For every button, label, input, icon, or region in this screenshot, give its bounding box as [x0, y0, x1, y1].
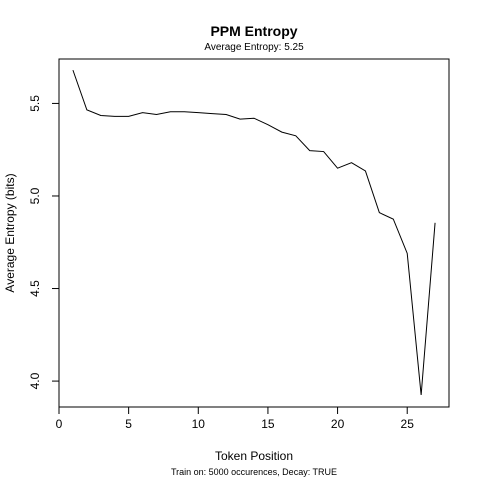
- y-axis-label: Average Entropy (bits): [3, 173, 17, 292]
- x-tick-label: 20: [331, 417, 345, 431]
- x-tick-label: 15: [261, 417, 275, 431]
- chart-subtitle: Average Entropy: 5.25: [204, 42, 304, 53]
- chart-title: PPM Entropy: [210, 23, 297, 39]
- y-tick-label: 5.0: [28, 187, 42, 204]
- y-tick-label: 5.5: [28, 95, 42, 112]
- plot-frame: [58, 58, 450, 408]
- x-tick-label: 25: [401, 417, 415, 431]
- x-axis-label: Token Position: [215, 449, 293, 463]
- x-tick-label: 10: [192, 417, 206, 431]
- y-tick-label: 4.5: [28, 280, 42, 297]
- chart-footer: Train on: 5000 occurences, Decay: TRUE: [171, 467, 337, 477]
- y-axis: 4.0 4.5 5.0 5.5: [28, 95, 60, 389]
- y-tick-label: 4.0: [28, 372, 42, 389]
- x-axis: 0 5 10 15 20 25: [56, 406, 415, 431]
- series-line: [72, 69, 436, 396]
- x-tick-label: 5: [125, 417, 132, 431]
- x-tick-label: 0: [56, 417, 63, 431]
